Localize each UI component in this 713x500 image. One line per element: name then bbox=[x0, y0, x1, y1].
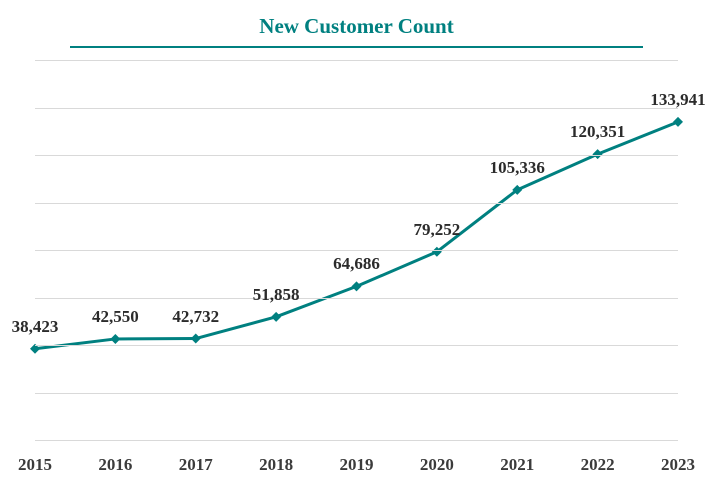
plot-area: 38,42342,55042,73251,85864,68679,252105,… bbox=[35, 60, 678, 440]
data-marker bbox=[271, 312, 281, 322]
gridline bbox=[35, 108, 678, 109]
data-label: 38,423 bbox=[12, 317, 59, 337]
gridline bbox=[35, 298, 678, 299]
customer-count-chart: New Customer Count 38,423 42,550 42,732 51,… bbox=[0, 0, 713, 500]
x-axis-label: 2015 bbox=[18, 455, 52, 475]
gridline bbox=[35, 203, 678, 204]
x-axis-label: 2021 bbox=[500, 455, 534, 475]
data-label: 64,686 bbox=[333, 254, 380, 274]
data-label: 79,252 bbox=[414, 220, 461, 240]
gridline bbox=[35, 60, 678, 61]
gridline bbox=[35, 250, 678, 251]
chart-title: New Customer Count bbox=[0, 14, 713, 39]
data-label: 105,336 bbox=[490, 158, 545, 178]
gridline bbox=[35, 155, 678, 156]
data-marker bbox=[673, 117, 683, 127]
data-marker bbox=[191, 334, 201, 344]
data-label: 133,941 bbox=[650, 90, 705, 110]
x-axis-label: 2019 bbox=[340, 455, 374, 475]
data-label: 42,732 bbox=[172, 307, 219, 327]
data-label: 120,351 bbox=[570, 122, 625, 142]
data-marker bbox=[110, 334, 120, 344]
gridline bbox=[35, 440, 678, 441]
x-axis-label: 2020 bbox=[420, 455, 454, 475]
x-axis-label: 2017 bbox=[179, 455, 213, 475]
data-label: 42,550 bbox=[92, 307, 139, 327]
x-axis-label: 2018 bbox=[259, 455, 293, 475]
gridline bbox=[35, 393, 678, 394]
x-axis-label: 2022 bbox=[581, 455, 615, 475]
data-marker bbox=[352, 281, 362, 291]
x-axis-label: 2023 bbox=[661, 455, 695, 475]
x-axis-label: 2016 bbox=[98, 455, 132, 475]
title-underline bbox=[70, 46, 643, 48]
gridline bbox=[35, 345, 678, 346]
data-label: 51,858 bbox=[253, 285, 300, 305]
